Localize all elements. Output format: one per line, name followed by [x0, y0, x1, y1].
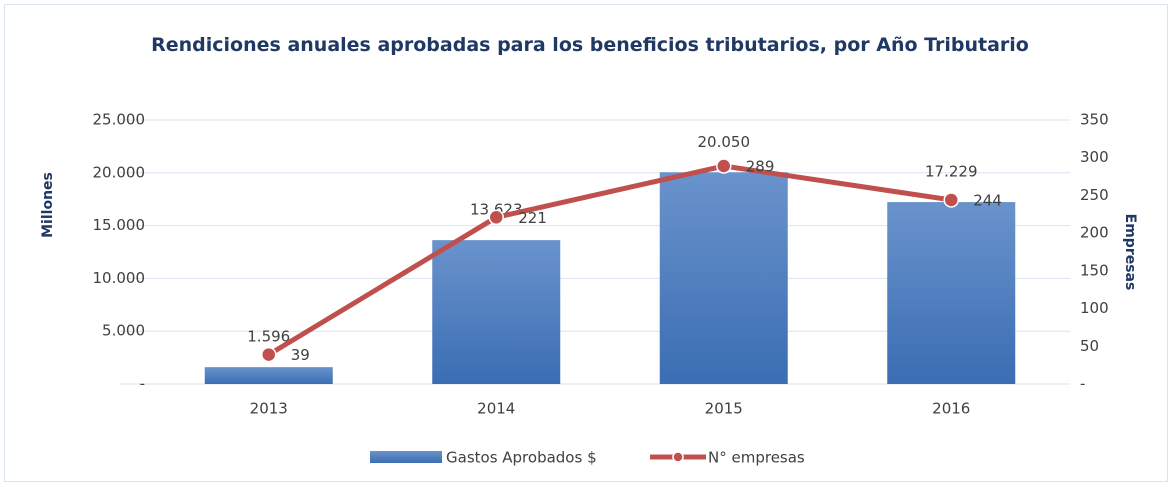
y2-tick-label: 50: [1080, 337, 1099, 355]
legend-label: Gastos Aprobados $: [446, 449, 597, 467]
legend-label: N° empresas: [708, 449, 805, 467]
bar-value-label: 1.596: [247, 328, 290, 346]
legend-swatch: [370, 451, 442, 463]
y-tick-label: -: [140, 375, 145, 393]
line-point: [943, 192, 959, 208]
y-tick-label: 20.000: [93, 163, 146, 181]
y-tick-label: 25.000: [93, 111, 146, 129]
line-point: [261, 346, 277, 363]
y-tick-label: 5.000: [102, 322, 145, 340]
y2-axis-title: Empresas: [1122, 214, 1138, 291]
chart-frame: [4, 4, 1168, 482]
bar-value-label: 20.050: [698, 133, 751, 151]
y2-tick-label: 200: [1080, 224, 1109, 242]
x-tick-label: 2014: [477, 400, 515, 418]
y-tick-label: 15.000: [93, 216, 146, 234]
y-tick-label: 10.000: [93, 269, 146, 287]
x-tick-label: 2013: [250, 400, 288, 418]
y2-tick-label: 150: [1080, 261, 1109, 279]
y2-tick-label: 250: [1080, 186, 1109, 204]
line-point: [716, 158, 732, 174]
y2-tick-label: 100: [1080, 299, 1109, 317]
line-value-label: 221: [518, 209, 547, 227]
chart-title: Rendiciones anuales aprobadas para los b…: [151, 34, 1029, 56]
y2-tick-label: 350: [1080, 111, 1109, 129]
line-value-label: 244: [973, 191, 1002, 209]
bar: [659, 172, 788, 384]
bar: [887, 202, 1016, 384]
bar: [432, 240, 561, 384]
line-value-label: 289: [746, 158, 775, 176]
line-value-label: 39: [291, 346, 310, 364]
bar: [204, 367, 333, 384]
x-tick-label: 2015: [705, 400, 743, 418]
y2-tick-label: -: [1080, 375, 1085, 393]
y-axis-title: Millones: [40, 172, 56, 238]
legend-marker: [672, 451, 684, 463]
bar-value-label: 17.229: [925, 163, 978, 181]
line: [267, 163, 952, 357]
x-tick-label: 2016: [932, 400, 970, 418]
line-point: [488, 209, 504, 226]
y2-tick-label: 300: [1080, 148, 1109, 166]
